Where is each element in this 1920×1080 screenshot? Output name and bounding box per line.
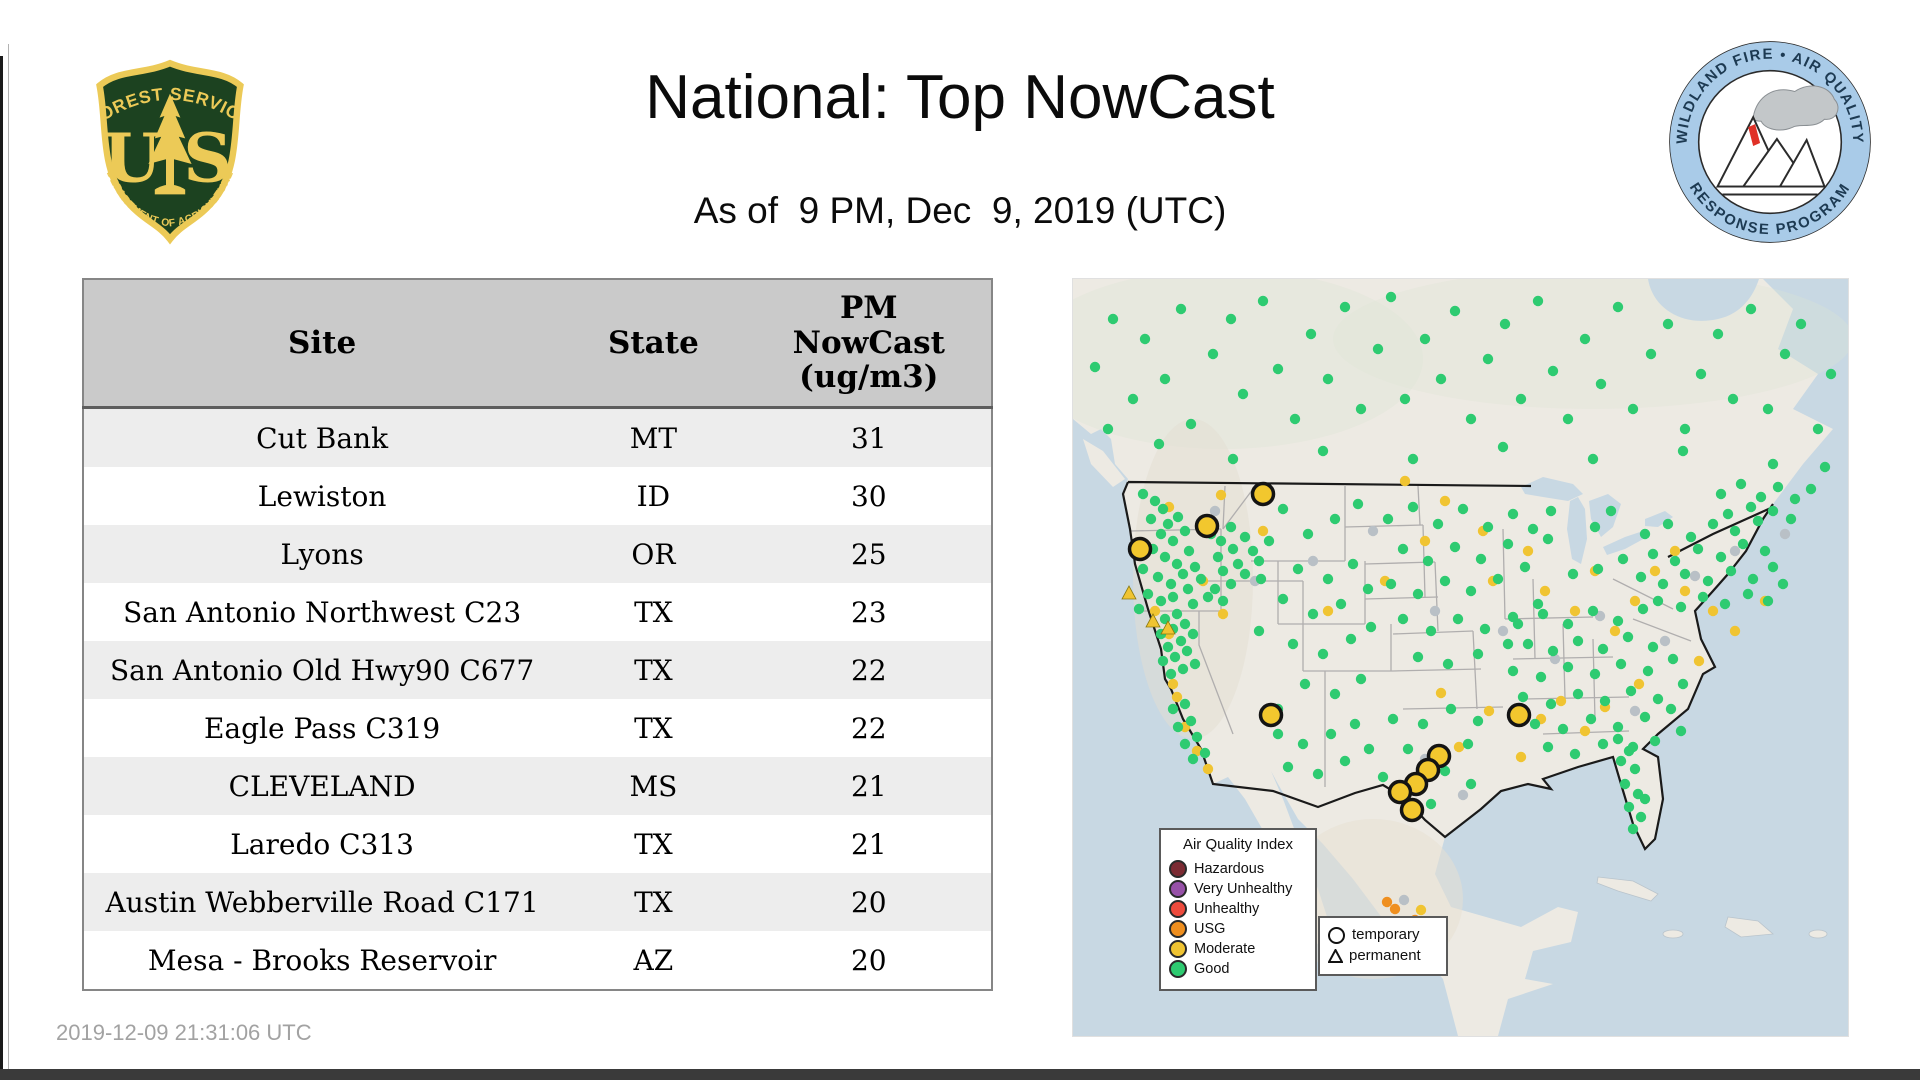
usfs-letter-s: S [183, 119, 232, 198]
col-header-pm-nowcast: PM NowCast (ug/m3) [746, 279, 992, 409]
aqi-color-swatch-icon [1169, 879, 1187, 898]
islands [1596, 876, 1828, 939]
marker-type-legend: temporary permanent [1318, 916, 1448, 976]
col-header-site: Site [83, 279, 561, 409]
pine-tree-icon [148, 93, 192, 187]
smoke-icon [1752, 85, 1839, 131]
aqi-map: Air Quality Index Hazardous Very Unhealth… [1072, 278, 1849, 1037]
table-row: CLEVELAND MS 21 [83, 757, 992, 815]
forest-service-logo: FOREST SERVICE U S DEPARTMENT OF AGRICUL… [80, 36, 254, 264]
us-border [1121, 480, 1774, 851]
top-site-markers [1127, 481, 1532, 823]
forest-service-shield-icon: FOREST SERVICE U S DEPARTMENT OF AGRICUL… [80, 36, 244, 245]
top-nowcast-table: Site State PM NowCast (ug/m3) Cut Bank MT… [82, 278, 993, 991]
table-row: Eagle Pass C319 TX 22 [83, 699, 992, 757]
table-row: Cut Bank MT 31 [83, 407, 992, 467]
aqi-color-swatch-icon [1169, 940, 1187, 959]
aqi-legend: Air Quality Index Hazardous Very Unhealth… [1159, 828, 1317, 991]
aqi-legend-item: Good [1169, 960, 1307, 979]
page-title: National: Top NowCast [645, 63, 1275, 132]
good-dots [1089, 291, 1837, 835]
aqi-color-swatch-icon [1169, 920, 1187, 939]
aqi-legend-item: USG [1169, 920, 1307, 939]
state-lines [1129, 485, 1692, 787]
left-edge-strip [0, 56, 3, 1080]
landmass [1073, 279, 1833, 1036]
table-row: Lyons OR 25 [83, 525, 992, 583]
permanent-label: permanent [1349, 946, 1421, 964]
aqi-legend-title: Air Quality Index [1182, 836, 1294, 853]
wfaqrp-circle-icon: WILDLAND FIRE • AIR QUALITY RESPONSE PRO… [1669, 41, 1871, 243]
table-row: Austin Webberville Road C171 TX 20 [83, 873, 992, 931]
vancouver-island [1083, 439, 1125, 487]
table-row: Laredo C313 TX 21 [83, 815, 992, 873]
temporary-label: temporary [1352, 926, 1420, 943]
aqi-color-swatch-icon [1169, 900, 1187, 919]
aqi-legend-item: Hazardous [1169, 859, 1307, 878]
aqi-legend-item: Unhealthy [1169, 900, 1307, 919]
page-subtitle: As of 9 PM, Dec 9, 2019 (UTC) [693, 190, 1227, 231]
wfaqrp-logo: WILDLAND FIRE • AIR QUALITY RESPONSE PRO… [1666, 38, 1874, 246]
table-row: Mesa - Brooks Reservoir AZ 20 [83, 931, 992, 990]
generation-timestamp: 2019-12-09 21:31:06 UTC [56, 1020, 312, 1045]
flame-icon [1748, 124, 1761, 146]
permanent-triangle-icon [1328, 949, 1343, 964]
aqi-legend-item: Very Unhealthy [1169, 879, 1307, 898]
hudson-bay [1648, 279, 1759, 321]
col-header-state: State [560, 279, 747, 409]
permanent-moderate-triangles [1121, 585, 1176, 635]
aqi-color-swatch-icon [1169, 859, 1187, 878]
bottom-edge-bar [0, 1069, 1920, 1080]
table-header-row: Site State PM NowCast (ug/m3) [83, 279, 992, 409]
temporary-circle-icon [1328, 926, 1345, 944]
aqi-legend-item: Moderate [1169, 940, 1307, 959]
aqi-color-swatch-icon [1169, 960, 1187, 979]
table-row: San Antonio Northwest C23 TX 23 [83, 583, 992, 641]
left-edge-line [8, 44, 9, 1080]
table-row: San Antonio Old Hwy90 C677 TX 22 [83, 641, 992, 699]
table-row: Lewiston ID 30 [83, 467, 992, 525]
